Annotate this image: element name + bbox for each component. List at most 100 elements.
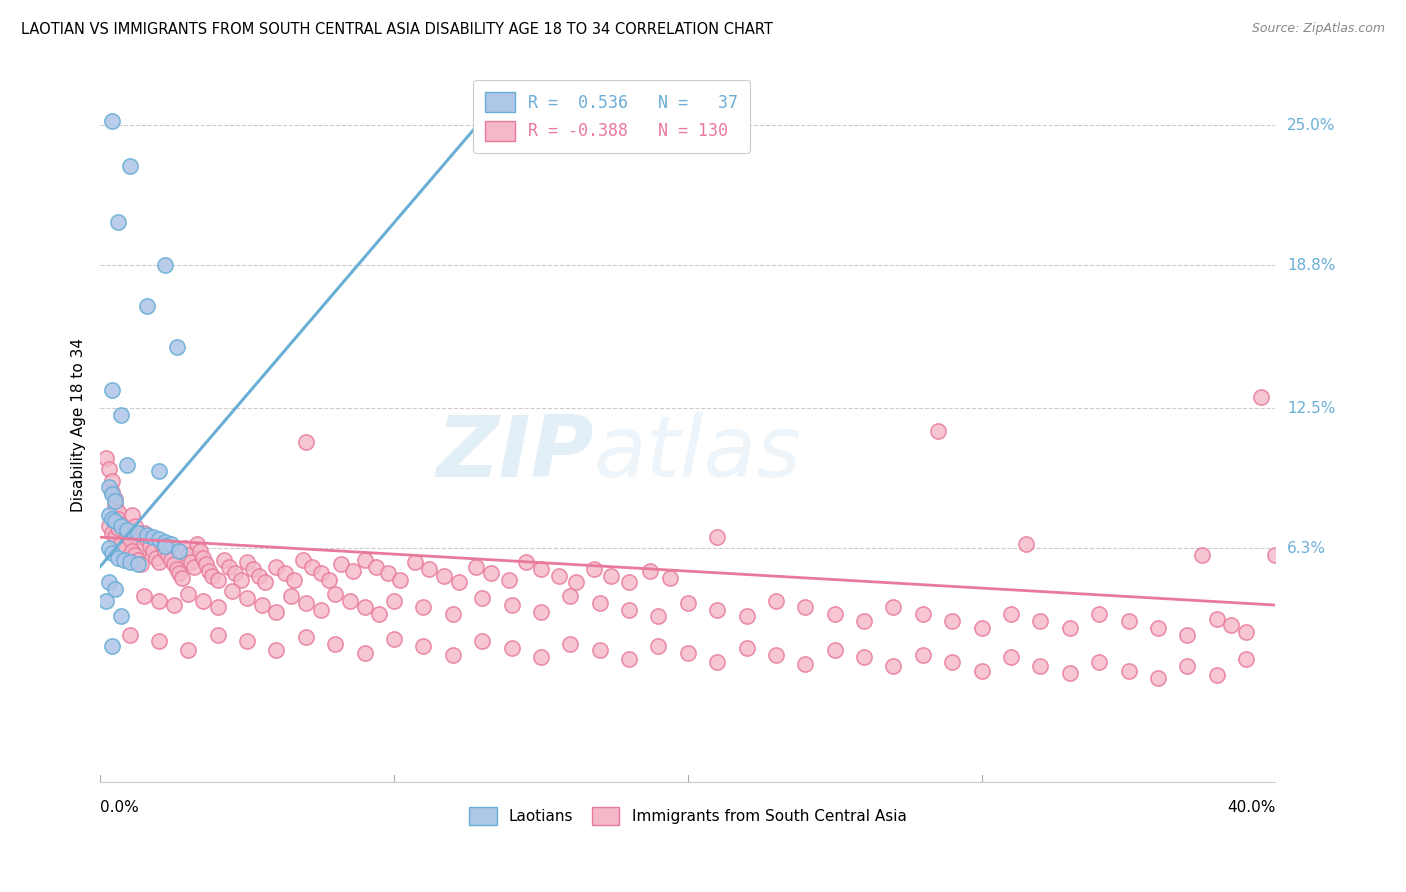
- Point: [107, 512, 129, 526]
- Point: [617, 602, 640, 616]
- Point: [1175, 627, 1198, 641]
- Point: [1264, 548, 1286, 562]
- Point: [824, 607, 846, 621]
- Point: [118, 533, 141, 547]
- Point: [212, 553, 235, 567]
- Point: [266, 605, 288, 619]
- Point: [124, 548, 146, 562]
- Point: [1205, 612, 1227, 626]
- Point: [112, 541, 135, 556]
- Point: [339, 593, 361, 607]
- Point: [153, 543, 176, 558]
- Text: LAOTIAN VS IMMIGRANTS FROM SOUTH CENTRAL ASIA DISABILITY AGE 18 TO 34 CORRELATIO: LAOTIAN VS IMMIGRANTS FROM SOUTH CENTRAL…: [21, 22, 773, 37]
- Text: 25.0%: 25.0%: [1288, 118, 1336, 133]
- Point: [118, 555, 141, 569]
- Point: [247, 568, 270, 582]
- Legend: Laotians, Immigrants from South Central Asia: Laotians, Immigrants from South Central …: [460, 797, 915, 835]
- Point: [186, 537, 208, 551]
- Text: 40.0%: 40.0%: [1227, 800, 1275, 814]
- Point: [118, 627, 141, 641]
- Point: [150, 537, 173, 551]
- Point: [101, 525, 124, 540]
- Text: Source: ZipAtlas.com: Source: ZipAtlas.com: [1251, 22, 1385, 36]
- Point: [97, 518, 120, 533]
- Point: [498, 573, 520, 587]
- Point: [530, 605, 553, 619]
- Point: [127, 553, 149, 567]
- Point: [107, 505, 129, 519]
- Point: [142, 543, 165, 558]
- Point: [112, 528, 135, 542]
- Point: [404, 555, 426, 569]
- Point: [110, 408, 132, 422]
- Point: [169, 566, 191, 581]
- Point: [148, 465, 170, 479]
- Point: [218, 559, 240, 574]
- Point: [236, 591, 259, 606]
- Point: [134, 589, 156, 603]
- Point: [198, 564, 221, 578]
- Point: [236, 555, 259, 569]
- Point: [1147, 671, 1170, 685]
- Point: [941, 655, 963, 669]
- Point: [162, 598, 184, 612]
- Point: [127, 530, 149, 544]
- Point: [148, 555, 170, 569]
- Point: [735, 609, 758, 624]
- Point: [236, 634, 259, 648]
- Point: [280, 589, 302, 603]
- Point: [118, 546, 141, 560]
- Point: [1088, 607, 1111, 621]
- Point: [647, 639, 669, 653]
- Point: [129, 541, 152, 556]
- Point: [1118, 664, 1140, 678]
- Point: [582, 562, 605, 576]
- Point: [471, 591, 494, 606]
- Point: [107, 550, 129, 565]
- Point: [104, 494, 127, 508]
- Point: [188, 543, 211, 558]
- Point: [191, 550, 214, 565]
- Point: [101, 484, 124, 499]
- Text: 0.0%: 0.0%: [100, 800, 139, 814]
- Point: [1000, 607, 1022, 621]
- Point: [194, 558, 217, 572]
- Point: [107, 215, 129, 229]
- Point: [110, 609, 132, 624]
- Point: [104, 582, 127, 597]
- Point: [207, 600, 229, 615]
- Point: [1000, 650, 1022, 665]
- Point: [368, 607, 391, 621]
- Point: [515, 555, 537, 569]
- Point: [180, 555, 202, 569]
- Point: [107, 521, 129, 535]
- Point: [112, 553, 135, 567]
- Point: [110, 537, 132, 551]
- Point: [127, 525, 149, 540]
- Point: [706, 602, 728, 616]
- Point: [136, 299, 159, 313]
- Point: [101, 113, 124, 128]
- Point: [1234, 652, 1257, 666]
- Point: [94, 450, 117, 465]
- Point: [447, 575, 470, 590]
- Point: [295, 596, 318, 610]
- Point: [97, 480, 120, 494]
- Point: [353, 646, 375, 660]
- Point: [201, 568, 224, 582]
- Point: [104, 491, 127, 506]
- Point: [156, 548, 179, 562]
- Point: [153, 534, 176, 549]
- Point: [418, 562, 440, 576]
- Point: [659, 571, 682, 585]
- Point: [617, 575, 640, 590]
- Point: [101, 639, 124, 653]
- Point: [97, 541, 120, 556]
- Point: [588, 643, 610, 657]
- Point: [433, 568, 456, 582]
- Point: [177, 643, 200, 657]
- Point: [309, 602, 332, 616]
- Point: [970, 664, 993, 678]
- Point: [139, 539, 162, 553]
- Point: [136, 528, 159, 542]
